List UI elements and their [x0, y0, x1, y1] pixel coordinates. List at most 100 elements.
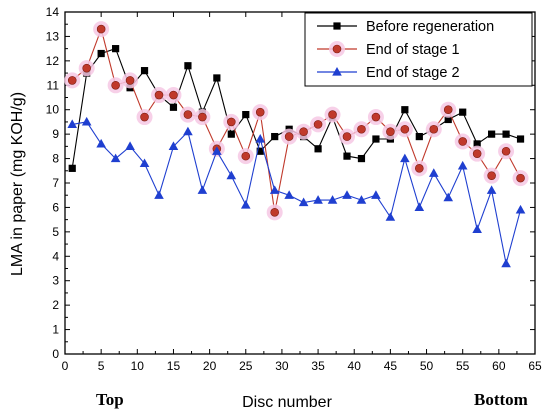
data-point-circle — [183, 110, 193, 119]
data-point-triangle — [226, 170, 237, 180]
data-point-circle — [516, 173, 525, 183]
y-tick-label: 5 — [52, 225, 59, 239]
data-point-square — [68, 164, 76, 172]
data-point-triangle — [298, 197, 309, 207]
data-point-circle — [284, 132, 294, 141]
data-point-triangle — [183, 126, 193, 136]
y-tick-label: 11 — [47, 78, 60, 92]
data-point-square — [112, 45, 120, 53]
data-point-triangle — [67, 119, 78, 128]
data-point-triangle — [125, 141, 135, 150]
data-point-triangle — [428, 168, 439, 177]
data-point-triangle — [356, 195, 367, 204]
data-point-triangle — [96, 138, 106, 148]
data-point-circle — [501, 146, 511, 156]
y-tick-label: 1 — [52, 323, 59, 337]
y-tick-label: 12 — [46, 54, 60, 68]
data-point-triangle — [212, 146, 222, 155]
data-point-square — [184, 62, 192, 70]
y-axis-title: LMA in paper (mg KOH/g) — [9, 92, 26, 276]
axis-ticks: 0 5 10 15 20 25 30 35 40 45 50 55 60 6501234567891011… — [46, 5, 542, 373]
data-point-circle — [140, 112, 149, 122]
x-tick-label: 30 — [275, 359, 289, 373]
data-point-circle — [111, 80, 120, 90]
data-point-triangle — [154, 190, 164, 199]
data-point-triangle — [327, 195, 338, 204]
y-tick-label: 3 — [52, 274, 59, 288]
data-point-circle — [96, 24, 106, 34]
top-end-label: Top — [96, 390, 124, 409]
data-point-circle — [227, 117, 236, 127]
data-point-square — [140, 67, 149, 75]
data-point-triangle — [443, 192, 454, 202]
data-point-triangle — [371, 190, 381, 199]
data-point-circle — [82, 63, 91, 73]
data-point-circle — [415, 164, 424, 173]
data-point-circle — [429, 124, 439, 134]
data-point-circle — [255, 107, 265, 117]
data-point-triangle — [284, 190, 294, 199]
data-point-square — [242, 111, 250, 119]
data-point-circle — [270, 208, 279, 217]
data-point-circle — [443, 105, 453, 115]
data-point-square — [227, 130, 235, 138]
legend-label: Before regeneration — [366, 19, 494, 35]
x-tick-label: 20 — [203, 359, 217, 373]
data-point-triangle — [515, 204, 526, 214]
data-point-triangle — [139, 158, 150, 168]
data-point-triangle — [255, 134, 266, 143]
data-point-square — [473, 140, 481, 148]
data-point-triangle — [168, 141, 179, 150]
data-point-square — [256, 147, 264, 155]
x-tick-label: 10 — [131, 359, 145, 373]
data-point-circle — [458, 137, 467, 146]
x-tick-label: 65 — [528, 359, 542, 373]
y-tick-label: 13 — [46, 29, 60, 43]
data-point-square — [271, 132, 279, 141]
data-point-triangle — [197, 185, 208, 194]
x-tick-label: 60 — [492, 359, 506, 373]
data-point-circle — [472, 149, 482, 158]
data-point-square — [415, 132, 423, 141]
y-tick-label: 7 — [52, 176, 59, 190]
y-tick-label: 8 — [52, 152, 59, 166]
data-point-triangle — [457, 160, 468, 170]
data-point-circle — [154, 90, 164, 100]
data-point-square — [488, 130, 496, 138]
data-point-triangle — [486, 185, 497, 194]
data-point-circle — [198, 112, 207, 122]
data-point-triangle — [269, 185, 280, 194]
data-point-square — [502, 130, 510, 138]
y-tick-label: 0 — [52, 347, 59, 361]
data-point-square — [343, 152, 351, 160]
data-point-circle — [328, 110, 337, 119]
data-point-circle — [169, 90, 178, 100]
x-tick-label: 45 — [384, 359, 398, 373]
x-tick-label: 35 — [311, 359, 325, 373]
data-point-circle — [299, 127, 308, 136]
series-line — [72, 121, 522, 264]
data-point-triangle — [110, 153, 121, 163]
data-point-square — [372, 135, 380, 143]
y-tick-label: 9 — [52, 127, 59, 141]
x-tick-label: 25 — [239, 359, 253, 373]
y-tick-label: 10 — [46, 103, 60, 117]
legend-label: End of stage 2 — [366, 65, 460, 81]
data-point-square — [213, 74, 221, 82]
x-tick-label: 0 — [62, 359, 69, 373]
x-tick-label: 55 — [456, 359, 470, 373]
x-tick-label: 40 — [348, 359, 362, 373]
x-tick-label: 50 — [420, 359, 434, 373]
data-point-triangle — [81, 116, 92, 126]
data-point-circle — [371, 112, 381, 122]
data-point-circle — [332, 44, 342, 54]
data-point-square — [401, 106, 409, 114]
x-tick-label: 15 — [167, 359, 181, 373]
data-point-square — [516, 135, 525, 143]
data-point-triangle — [400, 153, 410, 163]
data-point-square — [169, 103, 178, 111]
bottom-end-label: Bottom — [474, 390, 528, 409]
legend: Before regeneration End of stage 1 End of … — [304, 12, 533, 87]
